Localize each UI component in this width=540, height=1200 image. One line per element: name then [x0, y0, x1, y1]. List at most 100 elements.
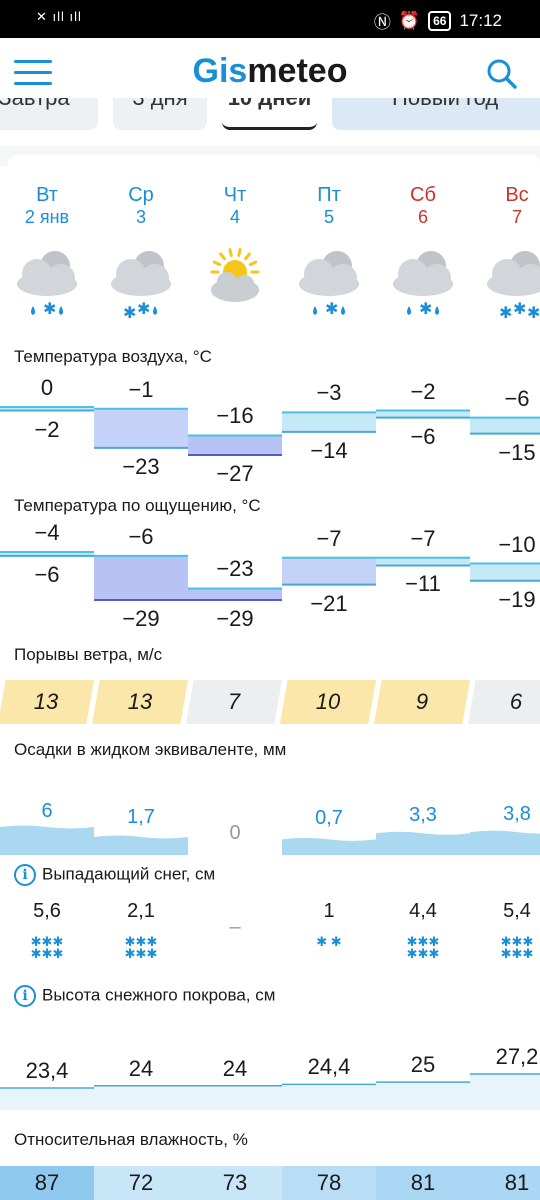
precip-wave	[282, 837, 376, 855]
humidity-cell: 72	[94, 1166, 188, 1200]
battery-icon: 66	[428, 10, 452, 31]
temp-max-value: −7	[410, 525, 436, 551]
snow-depth-graph	[0, 1073, 540, 1110]
snow-depth-bar	[470, 1074, 540, 1110]
search-icon[interactable]	[486, 58, 518, 90]
temp-min-value: −6	[410, 423, 436, 449]
temp-min-value: −15	[498, 439, 536, 465]
day-name: Вт	[36, 184, 58, 206]
feels-like-title: Температура по ощущению, °C	[14, 496, 261, 515]
svg-text:✱: ✱	[325, 299, 338, 318]
snowfall-title: i Выпадающий снег, см	[14, 864, 215, 886]
precip-value: 0	[229, 822, 241, 844]
day-name: Вс	[505, 184, 529, 206]
temp-max-value: 0	[40, 375, 54, 400]
cloud-snow-rain-icon: ✱	[393, 251, 453, 318]
precip-graph	[0, 825, 540, 855]
clock: 17:12	[459, 10, 502, 30]
snowfall-value: –	[229, 916, 241, 938]
humidity-title: Относительная влажность, %	[14, 1130, 248, 1149]
tab-10-days[interactable]: 10 дней	[222, 98, 317, 130]
humidity-cell: 73	[188, 1166, 282, 1200]
precip-value: 3,3	[409, 803, 437, 826]
snowflakes-icon: ✱ ✱	[316, 934, 342, 949]
temp-min-value: −6	[34, 561, 60, 587]
period-tabs: Завтра 3 дня 10 дней Новый год	[0, 98, 540, 132]
nfc-icon: Ⓝ	[373, 13, 391, 32]
snow-depth-value: 27,2	[495, 1044, 539, 1069]
day-column[interactable]: Сб 6	[376, 184, 470, 228]
wind-gust-cell: 13	[0, 680, 94, 724]
svg-text:✱: ✱	[527, 303, 540, 322]
svg-text:✱: ✱	[419, 299, 432, 318]
day-date: 7	[511, 207, 522, 227]
snow-depth-title: i Высота снежного покрова, см	[14, 985, 275, 1007]
snow-depth-bar	[0, 1088, 94, 1110]
wind-gust-cell: 6	[468, 680, 540, 724]
day-date: 2 янв	[24, 207, 70, 227]
snow-depth-bar	[282, 1084, 376, 1110]
precip-value: 1,7	[127, 805, 155, 828]
day-column[interactable]: Ср 3	[94, 184, 188, 228]
temp-min-value: −29	[122, 606, 160, 631]
signal-icon: ✕ ıll ıll	[36, 9, 82, 24]
precip-value: 0,7	[315, 807, 343, 830]
svg-text:✱: ✱	[137, 299, 150, 318]
precip-wave	[470, 830, 540, 855]
day-column[interactable]: Вт 2 янв	[0, 184, 94, 228]
info-icon[interactable]: i	[14, 864, 36, 886]
temp-max-value: −2	[410, 378, 436, 404]
air-temp-title: Температура воздуха, °C	[14, 347, 212, 366]
temp-range-bar	[188, 588, 282, 600]
snow-depth-bar	[188, 1085, 282, 1110]
snow-depth-value: 24	[222, 1055, 248, 1081]
temp-range-bar	[0, 552, 94, 556]
sun-cloud-icon	[210, 248, 260, 302]
tab-tomorrow[interactable]: Завтра	[0, 98, 98, 130]
temp-range-bar	[376, 557, 470, 566]
snowflakes-icon: ✱✱✱ ✱✱✱	[406, 934, 440, 961]
air-temp-graph	[0, 406, 540, 456]
snowfall-value: 2,1	[127, 900, 155, 922]
day-column[interactable]: Пт 5	[282, 184, 376, 228]
wind-gust-cell: 7	[186, 680, 282, 724]
svg-text:✱: ✱	[513, 299, 526, 318]
temp-min-value: −2	[34, 416, 60, 442]
temp-range-bar	[94, 408, 188, 448]
temp-max-value: −7	[316, 525, 342, 551]
snow-depth-bar	[376, 1082, 470, 1110]
menu-icon[interactable]	[14, 60, 52, 88]
day-name: Ср	[128, 184, 154, 206]
day-date: 4	[229, 207, 240, 227]
snow-depth-value: 24	[128, 1055, 154, 1081]
temp-range-bar	[188, 435, 282, 455]
wind-gust-cell: 13	[92, 680, 188, 724]
temp-range-bar	[470, 417, 540, 434]
cloud-snow-rain-icon: ✱	[17, 251, 77, 318]
tab-3-days[interactable]: 3 дня	[113, 98, 207, 130]
logo: Gismeteo	[192, 52, 348, 90]
temp-min-value: −11	[405, 571, 441, 597]
day-column[interactable]: Чт 4	[188, 184, 282, 228]
temp-max-value: −3	[316, 380, 342, 406]
temp-range-bar	[282, 557, 376, 585]
temp-max-value: −10	[498, 531, 536, 557]
snowfall-value: 5,6	[33, 900, 61, 922]
snow-depth-value: 24,4	[307, 1054, 351, 1080]
tab-new-year[interactable]: Новый год	[332, 98, 540, 130]
temp-min-value: −19	[498, 586, 536, 612]
temp-range-bar	[470, 563, 540, 581]
wind-gust-cell: 9	[374, 680, 470, 724]
day-column[interactable]: Вс 7	[470, 184, 540, 228]
svg-text:✱: ✱	[499, 303, 512, 322]
day-date: 6	[417, 207, 428, 227]
temp-max-value: −6	[504, 385, 530, 411]
snowfall-value: 4,4	[409, 900, 437, 922]
temp-min-value: −27	[216, 461, 254, 486]
humidity-cell: 78	[282, 1166, 376, 1200]
info-icon[interactable]: i	[14, 985, 36, 1007]
temp-range-bar	[376, 410, 470, 418]
precip-value: 3,8	[503, 802, 531, 825]
day-name: Пт	[317, 184, 341, 206]
precip-wave	[0, 825, 94, 855]
